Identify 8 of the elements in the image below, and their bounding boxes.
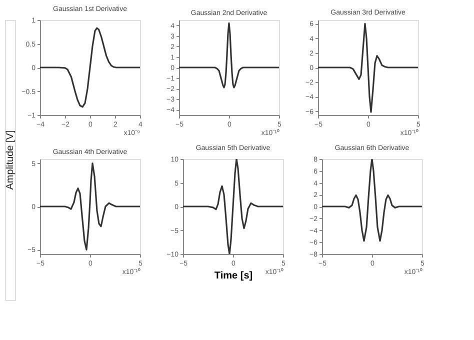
x-axis-title: Time [s] (214, 270, 253, 282)
line-series (40, 27, 140, 108)
line-series (322, 159, 422, 242)
line-series (179, 22, 279, 88)
line-series (183, 159, 283, 254)
y-axis-title: Amplitude [V] (5, 130, 16, 190)
line-series (40, 162, 140, 250)
line-series (318, 22, 418, 113)
